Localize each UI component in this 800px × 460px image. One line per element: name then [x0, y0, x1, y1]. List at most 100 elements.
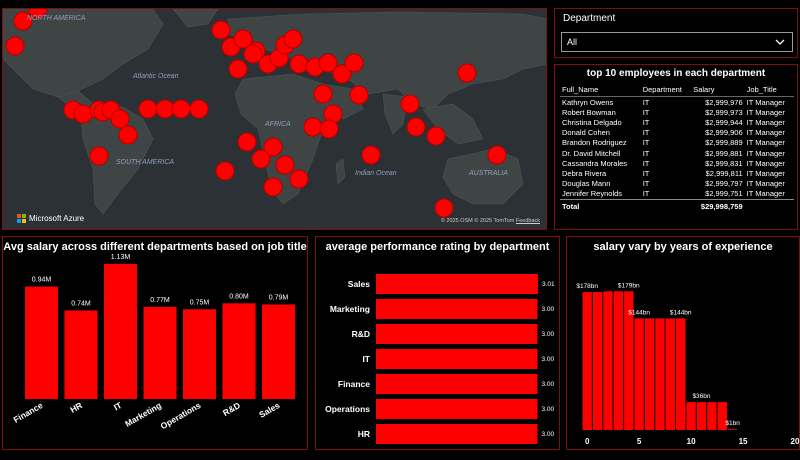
bar[interactable] — [64, 310, 98, 399]
map-marker[interactable] — [28, 9, 48, 19]
table-row[interactable]: Cassandra Morales IT $2,999,831 IT Manager — [560, 158, 794, 168]
bar[interactable] — [592, 292, 603, 430]
bar[interactable] — [613, 291, 624, 430]
map-marker[interactable] — [289, 169, 309, 189]
table-row[interactable]: Brandon Rodriguez IT $2,999,889 IT Manager — [560, 138, 794, 148]
map-marker[interactable] — [289, 54, 309, 74]
col-header[interactable]: Department — [640, 83, 692, 97]
tick-label: Marketing — [330, 304, 370, 314]
map-marker[interactable] — [171, 99, 191, 119]
experience-svg[interactable]: $178bn $179bn $144bn $144bn $36bn $1bn 0 5 10 15 2… — [567, 237, 800, 451]
feedback-link[interactable]: Feedback — [515, 218, 540, 224]
bar[interactable] — [696, 402, 707, 430]
table-cell: IT Manager — [746, 117, 785, 127]
map-marker[interactable] — [89, 146, 109, 166]
table-cell: $2,999,944 — [705, 117, 743, 127]
map-marker[interactable] — [215, 161, 235, 181]
bar[interactable] — [707, 402, 717, 430]
map-marker[interactable] — [228, 59, 248, 79]
bar[interactable] — [676, 318, 686, 430]
bar[interactable] — [655, 318, 665, 430]
table-cell: IT — [642, 117, 650, 127]
bar[interactable] — [582, 292, 592, 430]
map-marker[interactable] — [318, 53, 338, 73]
map-marker[interactable] — [13, 11, 33, 31]
table-cell: IT Manager — [746, 158, 785, 168]
map-marker[interactable] — [400, 94, 420, 114]
bar[interactable] — [376, 374, 538, 394]
table-row[interactable]: Kathryn Owens IT $2,999,976 IT Manager — [560, 97, 794, 108]
map-marker[interactable] — [349, 85, 369, 105]
bar[interactable] — [25, 286, 58, 399]
map-marker[interactable] — [233, 29, 253, 49]
performance-svg[interactable]: Sales 3.01 Marketing 3.00 R&D 3.00 IT 3.00 Finan… — [316, 237, 561, 451]
map-marker[interactable] — [211, 20, 231, 40]
department-dropdown[interactable]: All — [561, 32, 793, 52]
data-label: $179bn — [618, 282, 640, 289]
bar[interactable] — [376, 299, 538, 319]
col-header[interactable]: Full_Name — [560, 83, 641, 97]
map-marker[interactable] — [243, 44, 263, 64]
bar[interactable] — [624, 291, 634, 430]
bar[interactable] — [262, 304, 295, 399]
table-row[interactable]: Christina Delgado IT $2,999,944 IT Manager — [560, 117, 794, 127]
map-marker[interactable] — [5, 36, 25, 56]
bar[interactable] — [376, 324, 538, 344]
map-marker[interactable] — [426, 126, 446, 146]
map-marker[interactable] — [73, 104, 93, 124]
bar[interactable] — [634, 318, 644, 430]
map-marker[interactable] — [110, 109, 130, 129]
table-row[interactable]: Douglas Mann IT $2,999,797 IT Manager — [560, 179, 794, 189]
bar[interactable] — [717, 402, 727, 430]
avg-salary-svg[interactable]: 0.94M Finance 0.74M HR 1.13M IT 0.77M Marketing… — [3, 237, 309, 451]
bar[interactable] — [686, 402, 696, 430]
table-row[interactable]: Dr. David Mitchell IT $2,999,881 IT Manager — [560, 148, 794, 158]
bar[interactable] — [104, 263, 137, 399]
bar[interactable] — [143, 306, 177, 399]
map-markers[interactable] — [5, 9, 507, 218]
salary-experience-chart[interactable]: salary vary by years of experience $178b… — [566, 236, 800, 450]
bar[interactable] — [603, 291, 613, 430]
table-row[interactable]: Jennifer Reynolds IT $2,999,751 IT Manager — [560, 189, 794, 200]
world-map[interactable] — [3, 9, 547, 230]
bar[interactable] — [376, 349, 538, 369]
map-marker[interactable] — [303, 117, 323, 137]
bar[interactable] — [376, 424, 538, 444]
map-marker[interactable] — [118, 125, 138, 145]
map-marker[interactable] — [313, 84, 333, 104]
map-visual[interactable]: NORTH AMERICA Atlantic Ocean SOUTH AMERI… — [2, 8, 547, 230]
map-marker[interactable] — [332, 64, 352, 84]
table-cell: IT Manager — [746, 128, 785, 138]
map-marker[interactable] — [275, 155, 295, 175]
col-header[interactable]: Job_Title — [744, 83, 794, 97]
map-marker[interactable] — [319, 119, 339, 139]
map-marker[interactable] — [434, 198, 454, 218]
table-row[interactable]: Robert Bowman IT $2,999,973 IT Manager — [560, 107, 794, 117]
bar[interactable] — [727, 429, 738, 430]
map-marker[interactable] — [138, 99, 158, 119]
bar[interactable] — [222, 303, 256, 399]
map-marker[interactable] — [406, 117, 426, 137]
map-marker[interactable] — [155, 99, 175, 119]
bar[interactable] — [644, 318, 655, 430]
map-marker[interactable] — [487, 145, 507, 165]
col-header[interactable]: Salary — [691, 83, 745, 97]
map-marker[interactable] — [344, 53, 364, 73]
map-marker[interactable] — [283, 29, 303, 49]
employees-table[interactable]: Full_Name Department Salary Job_Title Ka… — [560, 83, 794, 212]
map-marker[interactable] — [237, 132, 257, 152]
bar[interactable] — [665, 318, 675, 430]
bar[interactable] — [183, 309, 216, 399]
avg-salary-chart[interactable]: Avg salary across different departments … — [2, 236, 308, 450]
map-marker[interactable] — [251, 149, 271, 169]
map-marker[interactable] — [189, 99, 209, 119]
bar[interactable] — [376, 274, 538, 294]
map-marker[interactable] — [263, 137, 283, 157]
table-row[interactable]: Debra Rivera IT $2,999,811 IT Manager — [560, 168, 794, 178]
map-marker[interactable] — [263, 177, 283, 197]
bar[interactable] — [376, 399, 538, 419]
table-row[interactable]: Donald Cohen IT $2,999,906 IT Manager — [560, 128, 794, 138]
map-marker[interactable] — [361, 145, 381, 165]
map-marker[interactable] — [457, 63, 477, 83]
performance-rating-chart[interactable]: average performance rating by department… — [315, 236, 560, 450]
